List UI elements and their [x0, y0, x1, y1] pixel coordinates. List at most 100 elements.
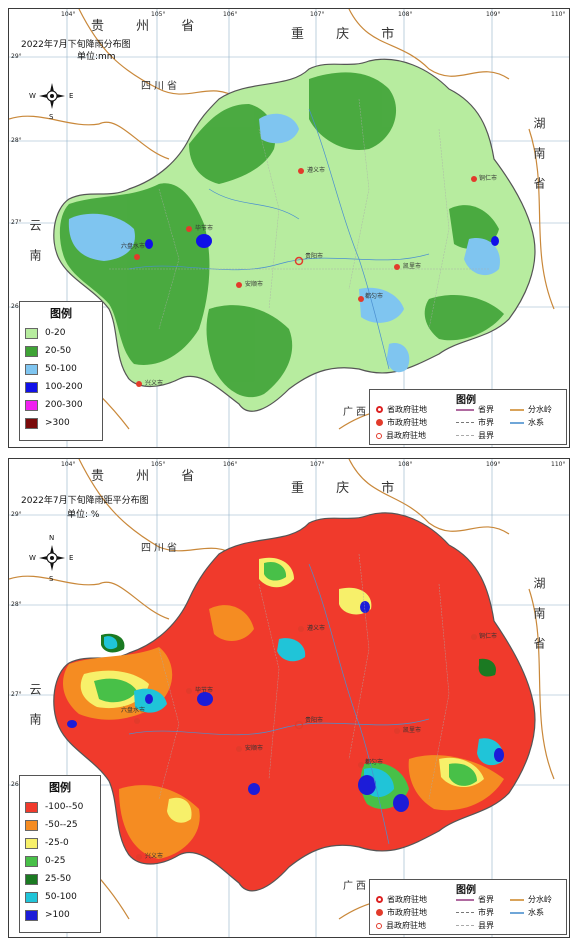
- legend-swatch: [25, 837, 38, 849]
- legend-item: 200-300: [20, 396, 102, 414]
- legend-swatch: [25, 873, 38, 885]
- region-label-yunnan: 云南: [28, 219, 42, 279]
- symbol-legend-title: 图例: [456, 395, 476, 406]
- symbol-legend: 图例 省政府驻地 省界 分水岭 市政府驻地 市界 水系 县政府驻地 县界: [369, 389, 567, 445]
- legend-swatch: [25, 345, 38, 357]
- symbol-legend-title: 图例: [456, 885, 476, 896]
- legend-swatch: [25, 399, 38, 411]
- city-label: 安顺市: [245, 281, 264, 288]
- map-title: 2022年7月下旬降雨距平分布图: [21, 496, 149, 506]
- legend-label: 50-100: [45, 892, 77, 902]
- compass-w: W: [29, 554, 36, 562]
- symbol-label: 县政府驻地: [386, 431, 426, 440]
- legend-swatch: [25, 417, 38, 429]
- lon-tick: 106°: [223, 11, 238, 18]
- legend-item: 50-100: [20, 888, 100, 906]
- region-label-yunnan: 云南: [28, 683, 42, 743]
- legend-label: 0-25: [45, 856, 66, 866]
- legend-label: 20-50: [45, 346, 72, 356]
- symbol-province-border: 省界: [456, 894, 494, 905]
- symbol-watershed: 分水岭: [510, 894, 552, 905]
- symbol-city-border: 市界: [456, 907, 494, 918]
- legend-swatch: [25, 891, 38, 903]
- watershed-icon: [510, 408, 524, 411]
- city-label: 都匀市: [365, 759, 384, 766]
- lat-tick: 26°: [11, 303, 22, 310]
- legend-swatch: [25, 909, 38, 921]
- region-label-sichuan: 四川省: [141, 81, 180, 92]
- city-label: 铜仁市: [479, 633, 498, 640]
- legend-label: >300: [45, 418, 70, 428]
- city-seat-icon: [376, 419, 383, 426]
- legend-label: 200-300: [45, 400, 83, 410]
- lat-tick: 29°: [11, 53, 22, 60]
- city-label: 毕节市: [195, 225, 214, 232]
- city-border-icon: [456, 422, 474, 423]
- city-label: 毕节市: [195, 687, 214, 694]
- north-arrow-icon: W E S: [29, 81, 73, 121]
- symbol-river: 水系: [510, 417, 544, 428]
- city-label: 六盘水市: [121, 243, 146, 250]
- lon-tick: 105°: [151, 11, 166, 18]
- lon-tick: 104°: [61, 461, 76, 468]
- county-seat-icon: [376, 432, 382, 439]
- anomaly-map-canvas: [9, 459, 569, 937]
- lat-tick: 28°: [11, 137, 22, 144]
- region-label-guangxi: 广西: [343, 407, 369, 418]
- region-label-chongqing: 重 庆 市: [291, 481, 409, 496]
- lat-tick: 26°: [11, 781, 22, 788]
- city-label: 凯里市: [403, 263, 422, 270]
- river-icon: [510, 911, 524, 914]
- symbol-county-border: 县界: [456, 430, 494, 441]
- city-label: 贵阳市: [305, 717, 324, 724]
- region-label-chongqing: 重 庆 市: [291, 27, 409, 42]
- city-border-icon: [456, 912, 474, 913]
- symbol-provincial-capital: 省政府驻地: [376, 404, 427, 415]
- city-label: 都匀市: [365, 293, 384, 300]
- legend-item: 50-100: [20, 360, 102, 378]
- symbol-label: 水系: [528, 908, 544, 917]
- lon-tick: 110°: [551, 11, 566, 18]
- legend-item: -50--25: [20, 816, 100, 834]
- lon-tick: 108°: [398, 11, 413, 18]
- lon-tick: 110°: [551, 461, 566, 468]
- city-label: 遵义市: [307, 167, 326, 174]
- lat-tick: 29°: [11, 511, 22, 518]
- city-label: 铜仁市: [479, 175, 498, 182]
- county-seat-icon: [376, 922, 382, 929]
- legend-swatch: [25, 855, 38, 867]
- lon-tick: 107°: [310, 11, 325, 18]
- symbol-label: 省界: [478, 405, 494, 414]
- region-label-hunan: 湖南省: [532, 577, 546, 667]
- city-seat-icon: [376, 909, 383, 916]
- compass-s: S: [49, 575, 54, 583]
- lat-tick: 28°: [11, 601, 22, 608]
- compass-s: S: [49, 113, 54, 121]
- legend-item: >100: [20, 906, 100, 924]
- legend-item: 0-20: [20, 324, 102, 342]
- symbol-city-seat: 市政府驻地: [376, 417, 427, 428]
- symbol-label: 市界: [478, 908, 494, 917]
- symbol-city-border: 市界: [456, 417, 494, 428]
- compass-e: E: [69, 92, 74, 100]
- symbol-label: 县界: [478, 921, 494, 930]
- city-label: 贵阳市: [305, 253, 324, 260]
- rainfall-map-panel: 104° 105° 106° 107° 108° 109° 110° 29° 2…: [8, 8, 570, 448]
- lat-tick: 27°: [11, 219, 22, 226]
- legend-label: 100-200: [45, 382, 83, 392]
- symbol-label: 分水岭: [528, 405, 552, 414]
- city-label: 遵义市: [307, 625, 326, 632]
- symbol-county-seat: 县政府驻地: [376, 920, 426, 931]
- symbol-label: 市政府驻地: [387, 418, 427, 427]
- legend-swatch: [25, 381, 38, 393]
- legend-item: >300: [20, 414, 102, 432]
- map-unit: 单位: %: [67, 510, 100, 520]
- anomaly-legend: 图例 -100--50 -50--25 -25-0 0-25 25-50 50-…: [19, 775, 101, 933]
- symbol-label: 水系: [528, 418, 544, 427]
- symbol-label: 省政府驻地: [387, 895, 427, 904]
- watershed-icon: [510, 898, 524, 901]
- symbol-province-border: 省界: [456, 404, 494, 415]
- symbol-county-border: 县界: [456, 920, 494, 931]
- rainfall-legend: 图例 0-20 20-50 50-100 100-200 200-300 >30…: [19, 301, 103, 441]
- symbol-label: 市界: [478, 418, 494, 427]
